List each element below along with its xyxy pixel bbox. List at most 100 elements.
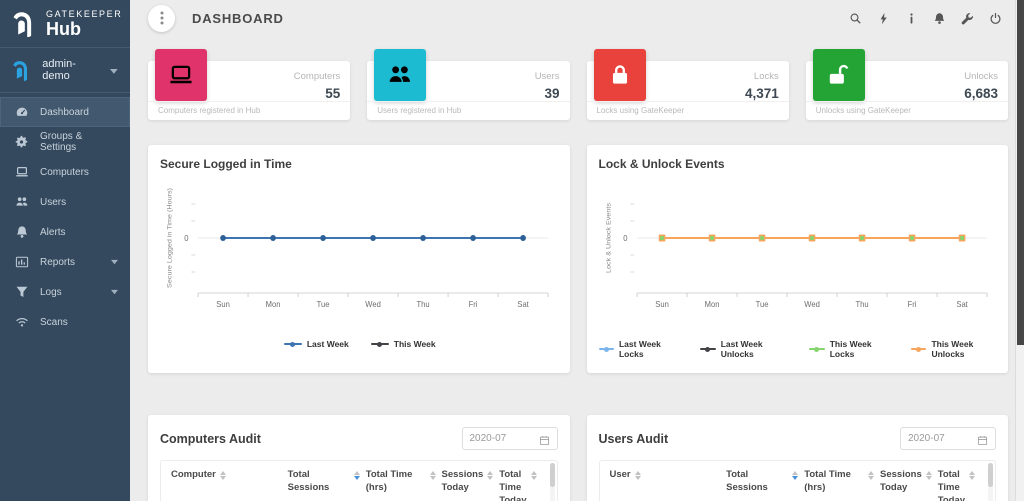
legend-label: This Week Unlocks (931, 339, 974, 359)
column-header-user[interactable]: User (610, 469, 727, 501)
sidebar-item-label: Dashboard (40, 106, 89, 118)
chart-legend: Last Week Locks Last Week Unlocks This Wee… (598, 339, 999, 359)
sidebar-item-label: Logs (40, 286, 62, 298)
users-icon (15, 195, 29, 209)
divider (367, 101, 570, 102)
search-icon[interactable] (849, 12, 862, 25)
legend-label: Last Week Unlocks (720, 339, 763, 359)
column-header-total-sessions[interactable]: Total Sessions (726, 469, 804, 501)
user-menu[interactable]: admin-demo (0, 47, 130, 93)
legend-label: Last Week (306, 339, 349, 349)
month-filter-value[interactable] (908, 433, 968, 444)
stat-description: Unlocks using GateKeeper (815, 106, 911, 115)
laptop-icon (15, 165, 29, 179)
sidebar-item-alerts[interactable]: Alerts (0, 217, 130, 247)
stat-description: Computers registered in Hub (158, 106, 261, 115)
legend-item[interactable]: This Week Unlocks (910, 339, 998, 359)
sidebar-item-label: Reports (40, 256, 76, 268)
legend-item[interactable]: Last Week Unlocks (700, 339, 787, 359)
barchart-icon (15, 255, 29, 269)
line-chart: Lock & Unlock Events 0 Sun Mon Tue Wed Thu Fri S… (605, 203, 988, 309)
month-filter-input[interactable] (900, 427, 996, 450)
legend-item[interactable]: Last Week (283, 339, 349, 349)
lock-icon (593, 49, 646, 101)
svg-text:0: 0 (623, 234, 628, 243)
stat-description: Users registered in Hub (377, 106, 462, 115)
svg-text:Tue: Tue (317, 300, 330, 309)
funnel-icon (15, 285, 29, 299)
kebab-menu-icon (160, 11, 163, 25)
sidebar-item-scans[interactable]: Scans (0, 307, 130, 337)
sort-icon (487, 471, 494, 480)
stat-value: 6,683 (964, 86, 998, 101)
users-icon (374, 49, 427, 101)
calendar-icon (539, 433, 550, 446)
table-header-row: Computer Total Sessions Total Time (hrs) Se… (161, 461, 557, 501)
column-label: Total Time Today (hrs) (499, 469, 527, 501)
sort-icon (925, 471, 932, 480)
topbar: DASHBOARD (148, 0, 1008, 36)
legend-item[interactable]: This Week (370, 339, 436, 349)
table-scrollbar[interactable] (549, 463, 555, 501)
column-header-total-time-today-hrs-[interactable]: Total Time Today (hrs) (499, 469, 542, 501)
table-scrollbar-thumb[interactable] (549, 463, 555, 487)
legend-item[interactable]: Last Week Locks (598, 339, 679, 359)
sidebar-item-label: Alerts (40, 226, 66, 238)
legend-item[interactable]: This Week Locks (809, 339, 889, 359)
column-header-computer[interactable]: Computer (171, 469, 288, 501)
calendar-icon (977, 433, 988, 446)
column-header-sessions-today[interactable]: Sessions Today (880, 469, 938, 501)
info-icon[interactable] (905, 12, 918, 25)
legend-label: This Week Locks (829, 339, 872, 359)
sidebar-item-dashboard[interactable]: Dashboard (0, 97, 130, 127)
table-scrollbar[interactable] (988, 463, 993, 501)
stat-label: Unlocks (964, 71, 998, 82)
sidebar-item-label: Computers (40, 166, 89, 178)
month-filter-input[interactable] (461, 427, 558, 450)
column-header-total-time-hrs-[interactable]: Total Time (hrs) (366, 469, 442, 501)
gear-icon (15, 135, 29, 149)
table-header-row: User Total Sessions Total Time (hrs) Sessio… (600, 461, 996, 501)
svg-text:Sat: Sat (956, 300, 968, 309)
user-name: admin-demo (42, 58, 76, 82)
bell-icon[interactable] (933, 12, 946, 25)
sidebar-item-label: Users (40, 196, 67, 208)
column-header-total-time-hrs-[interactable]: Total Time (hrs) (804, 469, 880, 501)
column-header-total-sessions[interactable]: Total Sessions (288, 469, 366, 501)
sidebar-item-users[interactable]: Users (0, 187, 130, 217)
page-scrollbar-thumb[interactable] (1017, 0, 1024, 345)
month-filter-value[interactable] (469, 433, 530, 444)
stat-card-unlocks: Unlocks 6,683 Unlocks using GateKeeper (805, 49, 1008, 120)
sidebar-item-logs[interactable]: Logs (0, 277, 130, 307)
sidebar-item-reports[interactable]: Reports (0, 247, 130, 277)
column-label: Sessions Today (441, 469, 484, 493)
page-scrollbar[interactable] (1015, 0, 1024, 501)
chart-title: Secure Logged in Time (160, 157, 292, 171)
svg-text:Secure Logged in Time (Hours): Secure Logged in Time (Hours) (167, 188, 174, 288)
power-icon[interactable] (989, 12, 1002, 25)
column-label: Computer (171, 469, 216, 480)
stat-cards-row: Computers 55 Computers registered in Hub Us… (148, 49, 1008, 120)
sidebar-toggle-button[interactable] (148, 4, 175, 32)
divider (148, 101, 351, 102)
legend-marker-icon (598, 346, 614, 352)
table-scrollbar-thumb[interactable] (988, 463, 993, 487)
speedometer-icon (15, 105, 29, 119)
svg-text:Sat: Sat (517, 300, 529, 309)
sort-icon (219, 471, 226, 480)
svg-text:Sun: Sun (216, 300, 230, 309)
column-header-total-time-today-hrs-[interactable]: Total Time Today (hrs) (938, 469, 981, 501)
charts-row: Secure Logged in Time Secure Logged in Ti… (148, 145, 1008, 373)
tables-row: Computers Audit Computer Total Sessions Tot… (148, 415, 1008, 501)
bolt-icon[interactable] (877, 12, 890, 25)
main-content: DASHBOARD Computers 55 Computers registere… (130, 0, 1008, 501)
svg-text:Sun: Sun (655, 300, 669, 309)
sidebar-item-computers[interactable]: Computers (0, 157, 130, 187)
sidebar-item-groups-settings[interactable]: Groups & Settings (0, 127, 130, 157)
column-header-sessions-today[interactable]: Sessions Today (442, 469, 500, 501)
wrench-icon[interactable] (961, 12, 974, 25)
column-label: Sessions Today (880, 469, 922, 493)
chart-title: Lock & Unlock Events (598, 157, 725, 171)
table: Computer Total Sessions Total Time (hrs) Se… (160, 460, 558, 501)
column-label: Total Time Today (hrs) (937, 469, 966, 501)
